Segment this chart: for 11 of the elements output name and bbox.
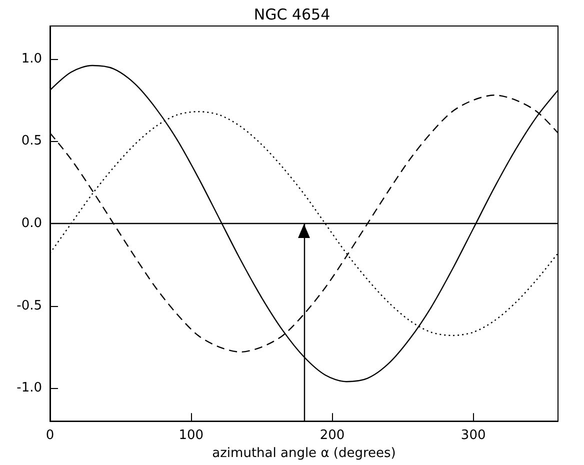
chart-title: NGC 4654 [254,6,330,24]
y-tick-label: 1.0 [21,51,42,66]
x-tick-label: 300 [460,428,486,444]
y-tick-label: 0.5 [21,134,42,149]
x-tick-label: 100 [178,428,204,444]
x-tick-label: 200 [320,428,345,444]
x-axis-title: azimuthal angle α (degrees) [212,446,396,461]
y-tick-label: -0.5 [16,298,42,314]
y-tick-label: 0.0 [21,216,42,232]
x-tick-label: 0 [46,428,54,444]
y-tick-label: -1.0 [16,380,42,396]
